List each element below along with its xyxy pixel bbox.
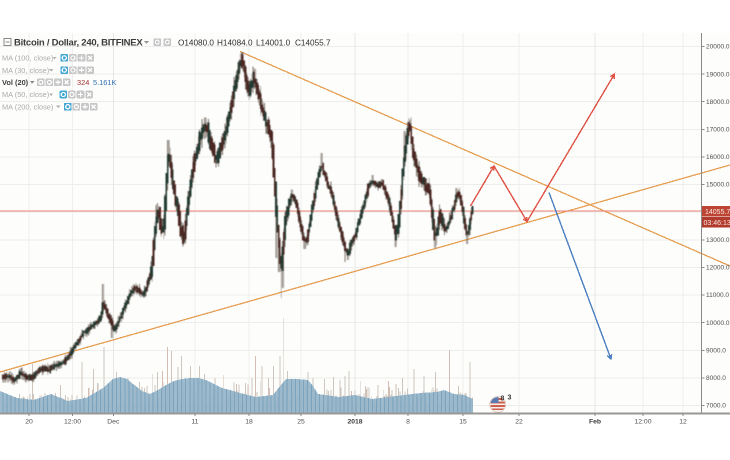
svg-text:11000.0: 11000.0 — [706, 292, 729, 299]
svg-text:MA (30, close): MA (30, close) — [2, 66, 49, 75]
svg-text:8: 8 — [501, 396, 505, 403]
svg-text:3: 3 — [508, 395, 512, 402]
svg-text:C14055.7: C14055.7 — [295, 38, 331, 47]
svg-text:12000.0: 12000.0 — [706, 265, 730, 272]
svg-text:MA (50, close): MA (50, close) — [2, 90, 49, 99]
svg-text:MA (200, close): MA (200, close) — [2, 102, 53, 111]
svg-text:L14001.0: L14001.0 — [256, 38, 291, 47]
svg-text:H14084.0: H14084.0 — [217, 38, 253, 47]
svg-text:19000.0: 19000.0 — [706, 71, 730, 78]
svg-text:17000.0: 17000.0 — [706, 127, 730, 134]
svg-text:18: 18 — [245, 419, 253, 426]
svg-text:324: 324 — [77, 78, 89, 87]
svg-text:12:00: 12:00 — [64, 419, 81, 426]
svg-text:22: 22 — [515, 419, 523, 426]
svg-text:18000.0: 18000.0 — [706, 99, 730, 106]
svg-text:14055.7: 14055.7 — [705, 209, 730, 216]
svg-text:12: 12 — [679, 419, 687, 426]
svg-text:Dec: Dec — [107, 419, 120, 426]
svg-text:25: 25 — [297, 419, 305, 426]
svg-text:16000.0: 16000.0 — [706, 154, 730, 161]
svg-text:MA (100, close): MA (100, close) — [2, 54, 53, 63]
svg-text:9000.0: 9000.0 — [706, 348, 726, 355]
svg-text:15000.0: 15000.0 — [706, 182, 730, 189]
svg-text:03:46:13: 03:46:13 — [704, 220, 730, 227]
svg-text:13000.0: 13000.0 — [706, 237, 730, 244]
svg-text:15: 15 — [459, 419, 467, 426]
svg-text:8: 8 — [406, 419, 410, 426]
svg-text:11: 11 — [191, 419, 198, 426]
svg-text:Vol (20): Vol (20) — [2, 78, 29, 87]
svg-text:5.161K: 5.161K — [93, 78, 116, 87]
svg-text:2018: 2018 — [347, 419, 362, 426]
svg-text:20: 20 — [25, 419, 33, 426]
svg-text:12:00: 12:00 — [634, 419, 651, 426]
svg-text:Feb: Feb — [589, 419, 601, 426]
svg-text:7000.0: 7000.0 — [706, 403, 726, 410]
svg-text:Bitcoin / Dollar, 240, BITFINE: Bitcoin / Dollar, 240, BITFINEX — [14, 38, 143, 49]
svg-text:10000.0: 10000.0 — [706, 320, 730, 327]
svg-text:8000.0: 8000.0 — [706, 375, 726, 382]
svg-text:O14080.0: O14080.0 — [178, 38, 214, 47]
svg-text:20000.0: 20000.0 — [706, 44, 730, 51]
